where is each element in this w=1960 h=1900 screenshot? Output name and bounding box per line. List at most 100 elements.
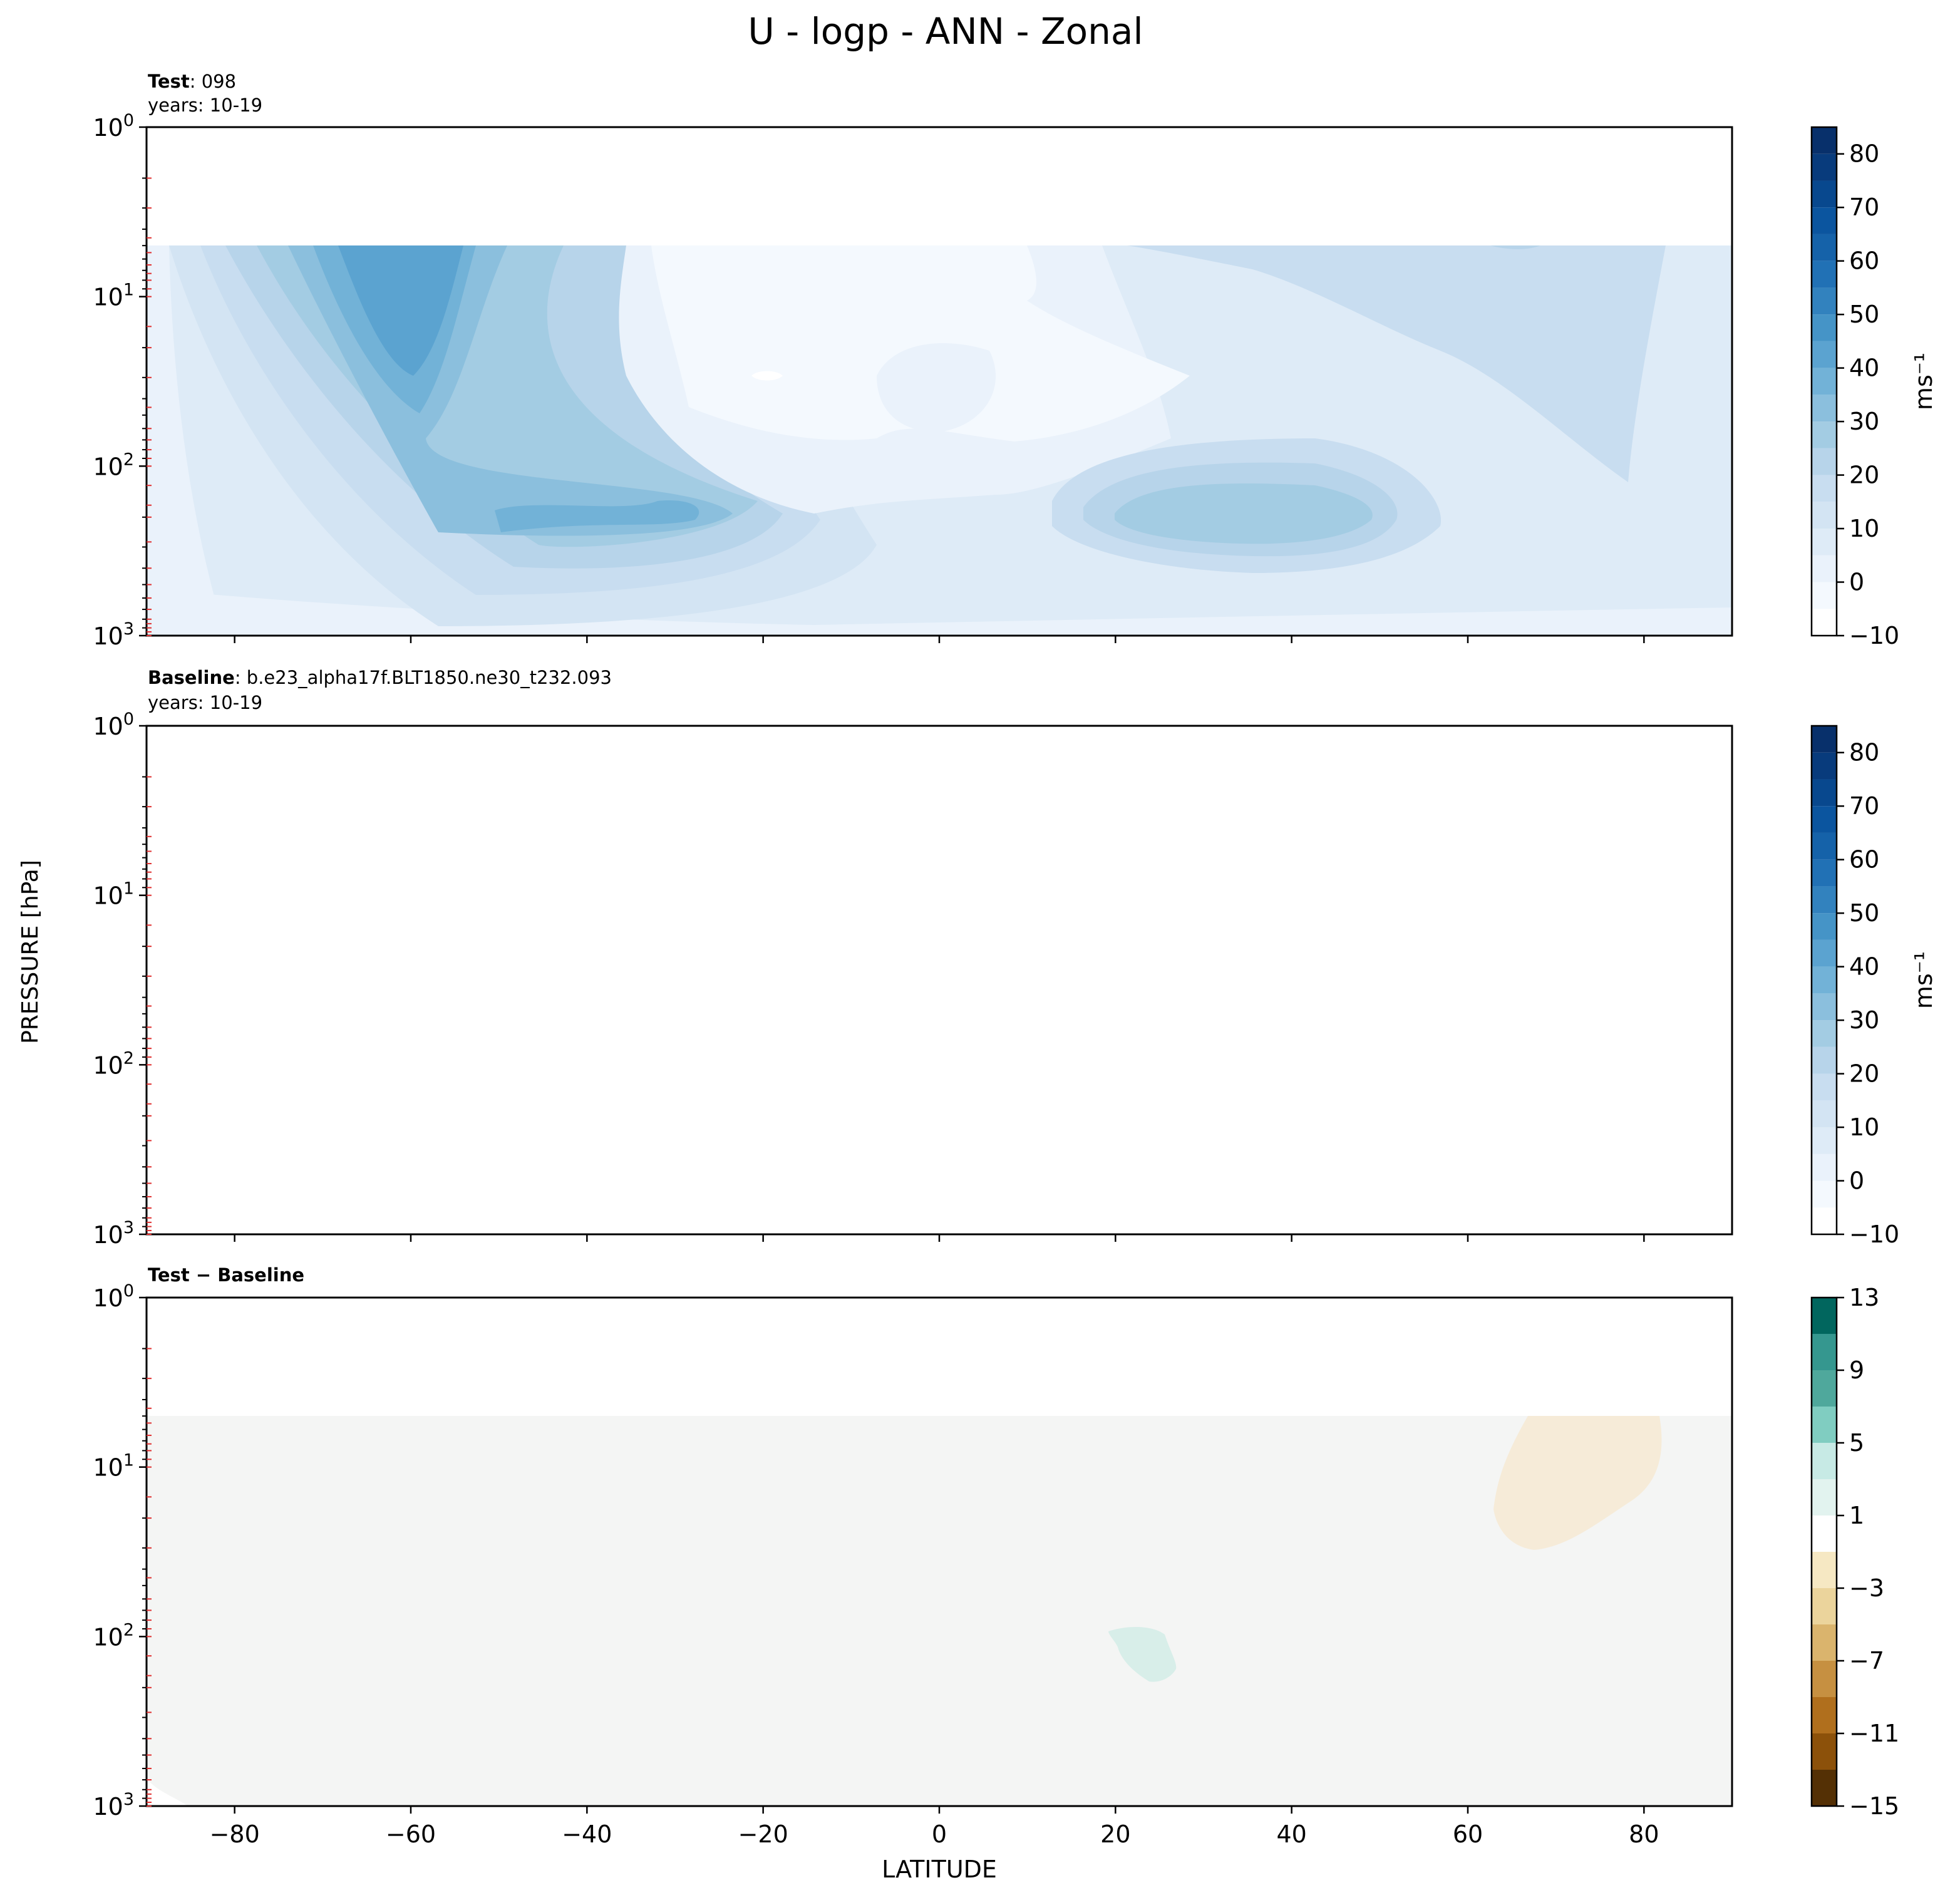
colorbar-label: ms⁻¹ [1910, 353, 1937, 410]
colorbar-segment [1812, 1046, 1837, 1074]
colorbar-segment [1812, 832, 1837, 860]
colorbar-tick-label: 60 [1849, 247, 1879, 275]
panel-test-subtropic-white [751, 371, 783, 381]
panel-test-title-bold: Test [148, 71, 190, 92]
panel-baseline-title: Baseline: b.e23_alpha17f.BLT1850.ne30_t2… [148, 667, 612, 688]
panel-test-sh-lower-core [495, 500, 699, 532]
y-tick-label: 100 [93, 1281, 134, 1312]
panel-diff-plot-area [147, 1416, 1732, 1806]
panel-diff-sh-surface-white [147, 1779, 188, 1806]
panel-test-nh-polar-15 [1127, 245, 1666, 482]
colorbar-segment [1812, 261, 1837, 288]
panel-baseline-title-bold: Baseline [148, 667, 235, 688]
colorbar-segment [1812, 1443, 1837, 1479]
panel-test-equator-westerly [877, 343, 996, 432]
colorbar-segment [1812, 1588, 1837, 1624]
panel-baseline-equator-westerly [877, 942, 996, 1031]
panel-baseline-sh-jet-25 [257, 844, 758, 1145]
panel-test: Test: 098 years: 10-19 [145, 71, 1733, 637]
panel-baseline-title-rest: : b.e23_alpha17f.BLT1850.ne30_t232.093 [235, 667, 612, 688]
colorbar-segment [1812, 993, 1837, 1021]
panel-diff-title-bold: Test − Baseline [148, 1264, 304, 1286]
axes-2: 100 101 102 103 −80 −60 −40 −20 0 20 40 60 80 [93, 1281, 1659, 1848]
colorbar-segment [1812, 1073, 1837, 1101]
colorbar-tick-label: 10 [1849, 515, 1879, 542]
colorbar-segment [1812, 939, 1837, 967]
colorbar-segment [1812, 395, 1837, 422]
colorbar-segment [1812, 886, 1837, 914]
colorbar-segment [1812, 1020, 1837, 1047]
panel-diff-title: Test − Baseline [148, 1264, 304, 1286]
colorbar-segment [1812, 180, 1837, 208]
colorbar-segment [1812, 913, 1837, 940]
panel-diff: Test − Baseline [145, 1264, 1733, 1807]
colorbar-segment [1812, 966, 1837, 994]
colorbar-tick-label: 1 [1849, 1502, 1864, 1529]
colorbar-tick-label: 9 [1849, 1356, 1864, 1384]
panel-baseline-sh-polar-edge [147, 844, 225, 1234]
colorbar-segment [1812, 752, 1837, 780]
y-tick-label: 103 [93, 1790, 134, 1820]
colorbar-tick-label: 0 [1849, 1167, 1864, 1195]
colorbar-frame [1810, 1296, 1838, 1807]
panel-baseline-sh-jet-10 [169, 844, 877, 1225]
colorbar-tick-label: −11 [1849, 1720, 1899, 1747]
panel-baseline-frame [145, 725, 1733, 1236]
colorbar-segment [1812, 609, 1837, 636]
y-tick-label: 102 [93, 1048, 134, 1079]
panel-baseline-subtitle: years: 10-19 [148, 692, 262, 713]
panel-test-sh-jet-core-40 [338, 245, 463, 376]
colorbar-segment [1812, 448, 1837, 475]
x-tick-label: 0 [932, 1820, 947, 1848]
panel-baseline-sh-jet-35 [313, 844, 476, 1012]
colorbar-segment [1812, 368, 1837, 395]
panel-baseline-sh-jet-30 [288, 844, 733, 1135]
colorbar-tick-label: 40 [1849, 953, 1879, 981]
panel-baseline-tropics-5 [619, 844, 1171, 1112]
colorbar-segment [1812, 1407, 1837, 1443]
panel-test-subtitle: years: 10-19 [148, 95, 262, 116]
colorbar-tick-label: 13 [1849, 1284, 1879, 1311]
colorbar-segment [1812, 726, 1837, 753]
colorbar-segment [1812, 1661, 1837, 1697]
colorbar-segment [1812, 421, 1837, 448]
panel-baseline-sh-jet-core-40 [338, 844, 463, 974]
x-axis-label: LATITUDE [882, 1856, 997, 1883]
colorbar-segment [1812, 1479, 1837, 1515]
panel-test-tropics-0 [651, 245, 1190, 441]
panel-baseline-near-surface-band [147, 1187, 1732, 1234]
colorbar-label: ms⁻¹ [1910, 951, 1937, 1009]
panel-baseline-nh-jet-15 [1052, 1037, 1441, 1172]
colorbar-segment [1812, 1207, 1837, 1234]
colorbar-2: −15 −11 −7 −3 1 5 9 13 [1810, 1284, 1899, 1820]
panel-baseline-base-fill [147, 844, 1732, 1234]
panel-diff-subtropic-positive [1108, 1627, 1177, 1682]
y-tick-label: 100 [93, 111, 134, 142]
colorbar-segment [1812, 779, 1837, 807]
colorbar-tick-label: 60 [1849, 846, 1879, 874]
colorbar-segment [1812, 1770, 1837, 1806]
colorbar-frame [1810, 126, 1838, 637]
colorbar-layer: −10 0 10 20 30 40 50 60 70 80 ms⁻¹ −10 0 10 20 30 40 50 60… [1810, 126, 1937, 1820]
panel-baseline-sh-jet-20 [225, 844, 783, 1167]
colorbar-tick-label: 5 [1849, 1429, 1864, 1457]
x-tick-label: −20 [738, 1820, 788, 1848]
colorbar-segment [1812, 234, 1837, 261]
axes-layer: 100 101 102 103 100 101 102 103 100 101 102 103 −80 −… [93, 111, 1659, 1848]
colorbar-segment [1812, 1515, 1837, 1552]
colorbar-tick-label: 20 [1849, 1060, 1879, 1088]
panel-baseline: Baseline: b.e23_alpha17f.BLT1850.ne30_t2… [145, 667, 1733, 1236]
panel-test-title: Test: 098 [148, 71, 236, 92]
x-tick-label: 40 [1276, 1820, 1306, 1848]
colorbar-tick-label: 50 [1849, 899, 1879, 927]
colorbar-segment [1812, 153, 1837, 181]
y-tick-label: 103 [93, 619, 134, 650]
panel-baseline-plot-area [147, 844, 1732, 1234]
colorbar-tick-label: 30 [1849, 408, 1879, 435]
colorbar-segment [1812, 207, 1837, 234]
panel-baseline-nh-polar-15 [1127, 844, 1653, 1081]
colorbar-tick-label: −3 [1849, 1574, 1884, 1602]
y-tick-label: 102 [93, 450, 134, 480]
y-tick-label: 103 [93, 1218, 134, 1249]
